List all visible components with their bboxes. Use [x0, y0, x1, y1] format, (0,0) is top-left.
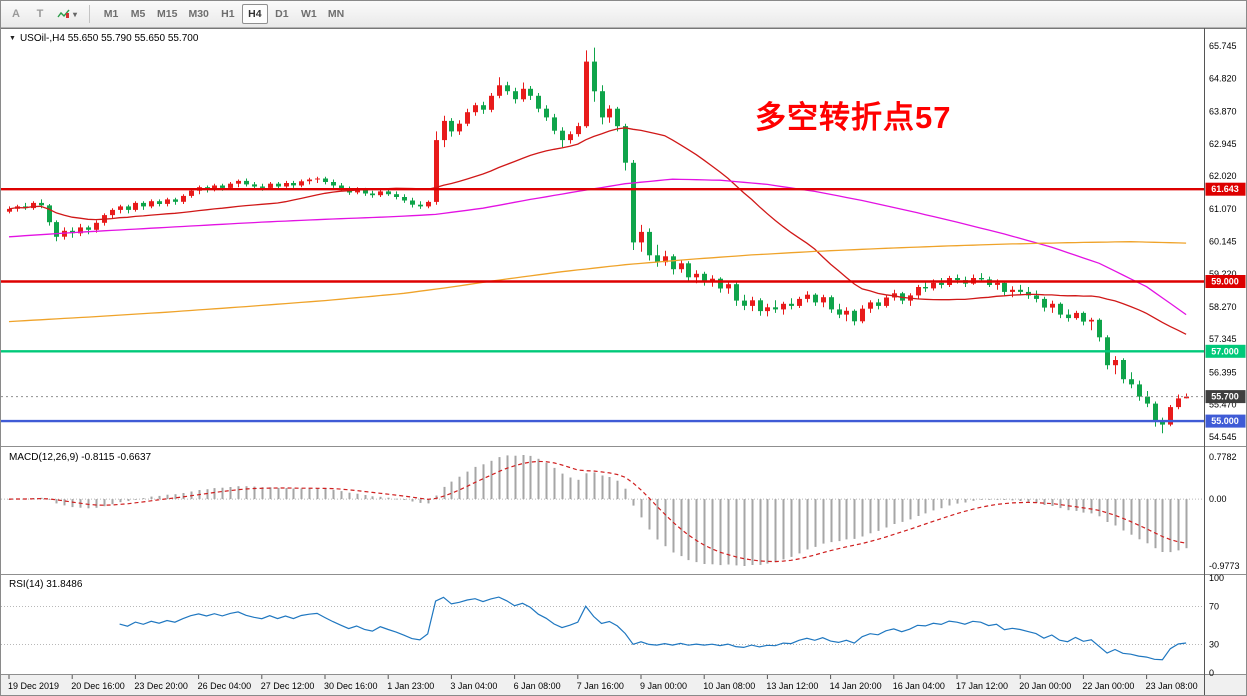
svg-text:55.700: 55.700: [1211, 392, 1239, 402]
macd-axis-labels: 0.7782 0.00 -0.9773: [1209, 452, 1240, 571]
ma-fast-line: [8, 127, 1187, 335]
timeframe-button-h4[interactable]: H4: [241, 4, 268, 24]
macd-title: MACD(12,26,9) -0.8115 -0.6637: [9, 452, 152, 463]
annotation-text[interactable]: 多空转折点57: [755, 100, 952, 135]
time-axis-labels: 19 Dec 2019 20 Dec 16:00 23 Dec 20:00 26 De…: [8, 675, 1198, 691]
candles-layer: [7, 47, 1189, 434]
timeframe-button-w1[interactable]: W1: [296, 4, 322, 24]
svg-text:0: 0: [1209, 668, 1214, 678]
ma-slow-line: [8, 241, 1187, 323]
svg-text:0.00: 0.00: [1209, 494, 1227, 504]
chart-title-text: USOil-,H4 55.650 55.790 55.650 55.700: [19, 33, 199, 44]
chart-title: ▼ USOil-,H4 55.650 55.790 55.650 55.700: [9, 33, 198, 44]
rsi-line: [119, 596, 1187, 661]
svg-text:58.270: 58.270: [1209, 302, 1237, 312]
svg-text:3 Jan 04:00: 3 Jan 04:00: [450, 681, 497, 691]
svg-text:16 Jan 04:00: 16 Jan 04:00: [893, 681, 945, 691]
chart-tools-icon: [57, 9, 70, 18]
svg-text:26 Dec 04:00: 26 Dec 04:00: [198, 681, 252, 691]
toolbar-separator: [89, 5, 91, 23]
svg-text:60.145: 60.145: [1209, 236, 1237, 246]
drawing-tools-button[interactable]: ▾: [53, 4, 81, 24]
price-badges: 61.643 59.000 57.000 55.000 55.700: [1205, 182, 1246, 428]
timeframe-button-mn[interactable]: MN: [323, 4, 349, 24]
svg-text:57.345: 57.345: [1209, 334, 1237, 344]
svg-text:55.470: 55.470: [1209, 400, 1237, 410]
svg-text:23 Jan 08:00: 23 Jan 08:00: [1146, 681, 1198, 691]
svg-text:55.000: 55.000: [1211, 416, 1239, 426]
svg-text:59.000: 59.000: [1211, 276, 1239, 286]
svg-text:9 Jan 00:00: 9 Jan 00:00: [640, 681, 687, 691]
svg-text:61.070: 61.070: [1209, 204, 1237, 214]
svg-text:70: 70: [1209, 602, 1219, 612]
horizontal-level-lines[interactable]: [1, 187, 1204, 423]
svg-text:1 Jan 23:00: 1 Jan 23:00: [387, 681, 434, 691]
svg-text:62.020: 62.020: [1209, 171, 1237, 181]
pointer-tool-button[interactable]: A: [5, 4, 27, 24]
svg-text:20 Dec 16:00: 20 Dec 16:00: [71, 681, 125, 691]
svg-text:27 Dec 12:00: 27 Dec 12:00: [261, 681, 315, 691]
text-tool-button[interactable]: T: [29, 4, 51, 24]
rsi-axis-labels: 100 70 30 0: [1209, 573, 1224, 678]
toolbar: A T ▾ M1 M5 M15 M30 H1 H4 D1 W1 MN: [1, 1, 1246, 28]
timeframe-group: M1 M5 M15 M30 H1 H4 D1 W1 MN: [98, 4, 349, 24]
time-axis-strip[interactable]: [1, 675, 1246, 695]
chevron-down-icon: ▾: [73, 9, 78, 19]
timeframe-button-d1[interactable]: D1: [269, 4, 295, 24]
chart-area[interactable]: 65.745 64.820 63.870 62.945 62.020 61.070 60.1…: [1, 28, 1246, 695]
svg-text:14 Jan 20:00: 14 Jan 20:00: [830, 681, 882, 691]
svg-text:23 Dec 20:00: 23 Dec 20:00: [134, 681, 188, 691]
timeframe-button-m15[interactable]: M15: [152, 4, 182, 24]
svg-text:56.395: 56.395: [1209, 367, 1237, 377]
svg-text:64.820: 64.820: [1209, 73, 1237, 83]
timeframe-button-m1[interactable]: M1: [98, 4, 124, 24]
svg-text:0.7782: 0.7782: [1209, 452, 1237, 462]
svg-text:22 Jan 00:00: 22 Jan 00:00: [1082, 681, 1134, 691]
svg-text:30 Dec 16:00: 30 Dec 16:00: [324, 681, 378, 691]
macd-signal-line: [8, 460, 1187, 563]
svg-text:7 Jan 16:00: 7 Jan 16:00: [577, 681, 624, 691]
svg-text:6 Jan 08:00: 6 Jan 08:00: [514, 681, 561, 691]
svg-text:10 Jan 08:00: 10 Jan 08:00: [703, 681, 755, 691]
timeframe-button-m5[interactable]: M5: [125, 4, 151, 24]
collapse-triangle-icon: ▼: [9, 35, 16, 42]
svg-text:-0.9773: -0.9773: [1209, 561, 1240, 571]
svg-text:54.545: 54.545: [1209, 432, 1237, 442]
svg-text:65.745: 65.745: [1209, 41, 1237, 51]
svg-text:19 Dec 2019: 19 Dec 2019: [8, 681, 59, 691]
timeframe-button-m30[interactable]: M30: [183, 4, 213, 24]
svg-text:100: 100: [1209, 573, 1224, 583]
svg-text:62.945: 62.945: [1209, 139, 1237, 149]
svg-text:61.643: 61.643: [1211, 184, 1239, 194]
svg-text:13 Jan 12:00: 13 Jan 12:00: [766, 681, 818, 691]
chart-canvas[interactable]: 65.745 64.820 63.870 62.945 62.020 61.070 60.1…: [1, 28, 1246, 695]
svg-text:63.870: 63.870: [1209, 106, 1237, 116]
price-axis-labels: 65.745 64.820 63.870 62.945 62.020 61.070 60.1…: [1209, 41, 1237, 442]
svg-text:17 Jan 12:00: 17 Jan 12:00: [956, 681, 1008, 691]
timeframe-button-h1[interactable]: H1: [215, 4, 241, 24]
svg-text:57.000: 57.000: [1211, 346, 1239, 356]
rsi-title: RSI(14) 31.8486: [9, 579, 83, 590]
svg-text:59.220: 59.220: [1209, 269, 1237, 279]
svg-text:30: 30: [1209, 640, 1219, 650]
svg-text:20 Jan 00:00: 20 Jan 00:00: [1019, 681, 1071, 691]
